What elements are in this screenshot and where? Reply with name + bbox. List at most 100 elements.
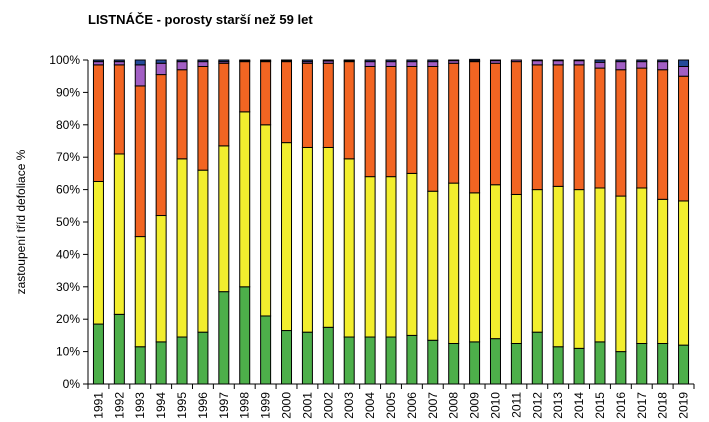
bar-segment <box>155 59 167 64</box>
bar-segment <box>594 67 606 189</box>
x-tick-label: 2003 <box>342 392 356 419</box>
bar-segment <box>322 62 334 148</box>
bar-segment <box>552 185 564 348</box>
x-tick-label: 2018 <box>656 392 670 419</box>
bar-segment <box>678 200 690 346</box>
y-tick-label: 60% <box>56 183 80 197</box>
bar-segment <box>657 61 669 71</box>
bar-segment <box>678 344 690 385</box>
bar-segment <box>176 69 188 160</box>
bar-segment <box>197 61 209 67</box>
bar-segment <box>552 59 564 62</box>
bar-segment <box>594 187 606 343</box>
bar-segment <box>678 65 690 77</box>
bar-segment <box>636 343 648 385</box>
y-tick-label: 70% <box>56 150 80 164</box>
bar-segment <box>427 59 439 63</box>
y-tick-label: 80% <box>56 118 80 132</box>
bar-segment <box>113 153 125 315</box>
bar-segment <box>594 341 606 385</box>
bar-segment <box>448 343 460 385</box>
bar-segment <box>406 334 418 385</box>
bar-segment <box>343 158 355 338</box>
bar-segment <box>176 336 188 385</box>
bar-segment <box>489 338 501 385</box>
bar-segment <box>448 62 460 184</box>
bar-segment <box>636 59 648 63</box>
bar-segment <box>260 59 272 62</box>
bar-segment <box>510 193 522 344</box>
bar-segment <box>615 69 627 197</box>
bar-segment <box>218 145 230 293</box>
bar-segment <box>469 341 481 385</box>
bar-segment <box>594 59 606 63</box>
x-tick-label: 2006 <box>405 392 419 419</box>
bar-segment <box>260 124 272 317</box>
bar-segment <box>301 59 313 63</box>
x-tick-label: 1994 <box>154 392 168 419</box>
x-tick-label: 2015 <box>593 392 607 419</box>
bar-segment <box>155 62 167 76</box>
y-tick-label: 100% <box>49 53 80 67</box>
x-tick-label: 1998 <box>238 392 252 419</box>
bar-segment <box>657 198 669 344</box>
bar-segment <box>594 61 606 69</box>
bar-segment <box>573 60 585 66</box>
bar-segment <box>281 59 293 62</box>
bar-segment <box>615 195 627 353</box>
bar-segment <box>406 61 418 67</box>
bar-segment <box>385 65 397 178</box>
bar-segment <box>657 69 669 200</box>
bar-segment <box>552 64 564 187</box>
bar-segment <box>489 62 501 186</box>
bar-segment <box>636 61 648 69</box>
x-tick-label: 2012 <box>530 392 544 419</box>
x-tick-label: 2010 <box>488 392 502 419</box>
bar-segment <box>657 343 669 385</box>
bar-segment <box>134 64 146 87</box>
x-tick-label: 1992 <box>112 392 126 419</box>
bar-segment <box>406 65 418 174</box>
bar-segment <box>197 331 209 385</box>
bar-segment <box>218 59 230 63</box>
bar-segment <box>573 347 585 385</box>
bar-segment <box>636 187 648 344</box>
x-tick-label: 1997 <box>217 392 231 419</box>
bar-segment <box>636 67 648 189</box>
bar-segment <box>343 336 355 385</box>
bar-segment <box>552 346 564 385</box>
bar-segment <box>281 330 293 385</box>
bar-segment <box>510 61 522 195</box>
bar-segment <box>92 181 104 325</box>
y-tick-label: 30% <box>56 280 80 294</box>
bar-segment <box>469 58 481 62</box>
bar-segment <box>427 190 439 341</box>
bar-segment <box>531 59 543 62</box>
bar-segment <box>239 59 251 62</box>
bar-segment <box>134 59 146 66</box>
bar-segment <box>322 326 334 385</box>
x-tick-label: 2011 <box>509 392 523 418</box>
x-tick-label: 1993 <box>133 392 147 419</box>
bar-segment <box>510 59 522 63</box>
bar-segment <box>197 65 209 171</box>
x-tick-label: 2007 <box>426 392 440 419</box>
x-tick-label: 2000 <box>280 392 294 419</box>
bar-segment <box>469 61 481 194</box>
bar-segment <box>281 142 293 332</box>
x-tick-label: 2013 <box>551 392 565 419</box>
bar-segment <box>678 59 690 67</box>
bar-segment <box>113 313 125 385</box>
y-tick-label: 20% <box>56 312 80 326</box>
bar-segment <box>343 59 355 62</box>
y-tick-label: 50% <box>56 215 80 229</box>
bar-segment <box>489 59 501 62</box>
x-tick-label: 2004 <box>363 392 377 419</box>
bar-segment <box>427 61 439 67</box>
bar-segment <box>364 336 376 385</box>
bar-segment <box>385 336 397 385</box>
bar-segment <box>176 61 188 71</box>
y-tick-label: 10% <box>56 345 80 359</box>
